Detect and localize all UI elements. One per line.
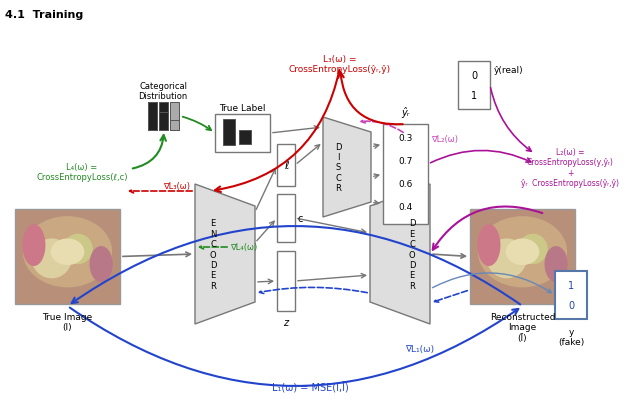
Polygon shape bbox=[323, 118, 371, 217]
Polygon shape bbox=[370, 184, 430, 324]
Ellipse shape bbox=[23, 217, 112, 288]
FancyArrowPatch shape bbox=[70, 308, 518, 386]
Bar bbox=[383, 125, 428, 225]
Text: True Label: True Label bbox=[220, 104, 266, 113]
Ellipse shape bbox=[63, 234, 93, 264]
Text: D
E
C
O
D
E
R: D E C O D E R bbox=[409, 219, 415, 290]
FancyArrowPatch shape bbox=[374, 174, 379, 179]
Ellipse shape bbox=[487, 239, 527, 279]
Text: 0: 0 bbox=[568, 300, 574, 310]
Bar bbox=[277, 194, 295, 242]
Ellipse shape bbox=[477, 225, 500, 266]
Ellipse shape bbox=[518, 234, 548, 264]
Bar bbox=[239, 131, 251, 145]
FancyArrowPatch shape bbox=[435, 291, 467, 302]
Text: True Image
(I): True Image (I) bbox=[42, 312, 93, 332]
FancyArrowPatch shape bbox=[260, 288, 367, 294]
Text: E
N
C
O
D
E
R: E N C O D E R bbox=[210, 219, 216, 290]
Text: z: z bbox=[284, 317, 289, 327]
FancyArrowPatch shape bbox=[431, 151, 531, 163]
Text: Reconstructed
Image
(Ī): Reconstructed Image (Ī) bbox=[490, 312, 556, 342]
FancyArrowPatch shape bbox=[374, 145, 379, 149]
Text: D
I
S
C
R: D I S C R bbox=[335, 142, 341, 193]
FancyArrowPatch shape bbox=[257, 222, 274, 241]
Text: Categorical
Distribution: Categorical Distribution bbox=[138, 81, 188, 101]
Bar bbox=[555, 271, 587, 319]
FancyArrowPatch shape bbox=[182, 117, 211, 131]
Ellipse shape bbox=[90, 247, 113, 282]
FancyArrowPatch shape bbox=[72, 227, 520, 305]
Text: 0.4: 0.4 bbox=[398, 203, 413, 212]
Text: 0: 0 bbox=[471, 71, 477, 81]
Bar bbox=[277, 145, 295, 186]
Text: ∇L₄(ω): ∇L₄(ω) bbox=[230, 243, 257, 252]
Text: L₂(ω) =
CrossEntropyLoss(y,ŷᵣ)
+
ŷᵣ  CrossEntropyLoss(ŷᵣ,ŷ): L₂(ω) = CrossEntropyLoss(y,ŷᵣ) + ŷᵣ Cros… bbox=[521, 148, 619, 188]
Text: ∇L₃(ω): ∇L₃(ω) bbox=[163, 182, 190, 191]
Ellipse shape bbox=[478, 217, 567, 288]
FancyArrowPatch shape bbox=[132, 136, 166, 169]
Text: y
(fake): y (fake) bbox=[558, 327, 584, 346]
Polygon shape bbox=[195, 184, 255, 324]
Bar bbox=[170, 103, 179, 131]
Bar bbox=[15, 209, 120, 304]
Ellipse shape bbox=[32, 239, 72, 279]
Text: ℓ: ℓ bbox=[284, 160, 288, 170]
Bar bbox=[223, 120, 235, 146]
Text: 1: 1 bbox=[471, 91, 477, 101]
Text: 0.3: 0.3 bbox=[398, 134, 413, 143]
Ellipse shape bbox=[506, 239, 540, 265]
FancyArrowPatch shape bbox=[256, 170, 275, 210]
Bar bbox=[470, 209, 575, 304]
FancyArrowPatch shape bbox=[433, 207, 542, 250]
Text: 0.6: 0.6 bbox=[398, 180, 413, 189]
FancyArrowPatch shape bbox=[273, 126, 319, 134]
Text: 1: 1 bbox=[568, 280, 574, 290]
Ellipse shape bbox=[22, 225, 45, 266]
Text: ŷ(real): ŷ(real) bbox=[494, 66, 524, 75]
Ellipse shape bbox=[51, 239, 84, 265]
Text: ∇L₂(ω): ∇L₂(ω) bbox=[431, 135, 458, 144]
Text: L₁(ω) = MSE(I,Ī): L₁(ω) = MSE(I,Ī) bbox=[271, 381, 348, 393]
FancyArrowPatch shape bbox=[258, 279, 273, 284]
FancyArrowPatch shape bbox=[123, 253, 190, 257]
Bar bbox=[277, 251, 295, 311]
Text: L₄(ω) =
CrossEntropyLoss(ℓ,c): L₄(ω) = CrossEntropyLoss(ℓ,c) bbox=[36, 162, 128, 182]
Text: ŷᵣ: ŷᵣ bbox=[401, 107, 410, 118]
FancyArrowPatch shape bbox=[215, 71, 339, 192]
Ellipse shape bbox=[545, 247, 568, 282]
FancyArrowPatch shape bbox=[433, 254, 465, 259]
FancyArrowPatch shape bbox=[297, 146, 319, 164]
FancyArrowPatch shape bbox=[298, 219, 365, 234]
Text: L₃(ω) =
CrossEntropyLoss(ŷᵣ,ŷ): L₃(ω) = CrossEntropyLoss(ŷᵣ,ŷ) bbox=[289, 55, 391, 74]
Text: 0.7: 0.7 bbox=[398, 157, 413, 166]
Bar bbox=[170, 121, 179, 131]
Bar bbox=[148, 103, 157, 131]
Bar bbox=[215, 115, 270, 153]
FancyArrowPatch shape bbox=[433, 273, 552, 293]
FancyArrowPatch shape bbox=[338, 73, 403, 125]
FancyArrowPatch shape bbox=[361, 120, 403, 133]
FancyArrowPatch shape bbox=[374, 201, 379, 205]
Text: c: c bbox=[298, 213, 303, 223]
FancyArrowPatch shape bbox=[130, 190, 192, 193]
Bar bbox=[159, 103, 168, 131]
Bar bbox=[159, 113, 168, 131]
Text: ∇L₁(ω): ∇L₁(ω) bbox=[405, 344, 435, 354]
FancyArrowPatch shape bbox=[491, 89, 531, 152]
FancyArrowPatch shape bbox=[298, 274, 365, 281]
Bar bbox=[148, 103, 157, 131]
FancyArrowPatch shape bbox=[200, 245, 227, 249]
Text: 4.1  Training: 4.1 Training bbox=[5, 10, 83, 20]
Bar bbox=[458, 62, 490, 110]
